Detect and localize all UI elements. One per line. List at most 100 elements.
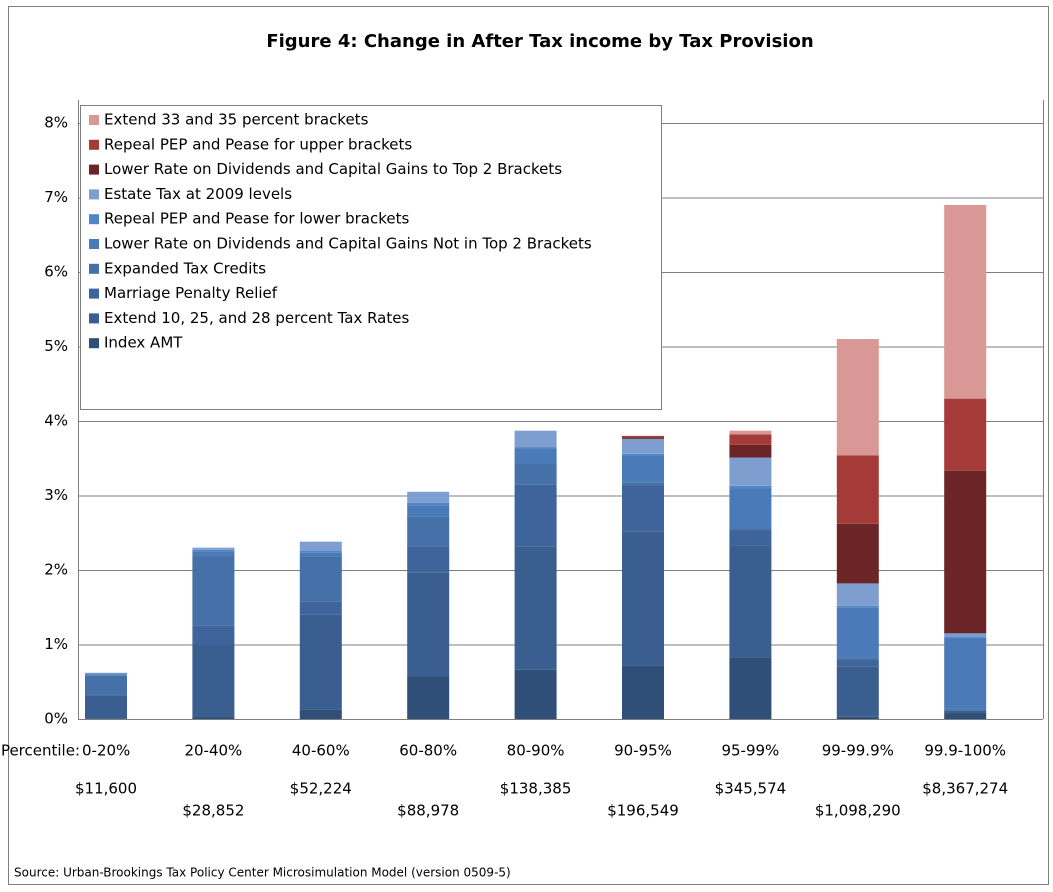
- legend-swatch: [89, 139, 99, 150]
- bar-segment: [514, 430, 557, 448]
- income-label: $88,978: [397, 802, 459, 820]
- income-label: $8,367,274: [922, 780, 1008, 798]
- legend-swatch: [89, 189, 99, 200]
- x-tick-label: 40-60%: [292, 742, 350, 760]
- bar-segment: [192, 717, 235, 719]
- bar-segment: [407, 572, 450, 677]
- bar-segment: [729, 657, 772, 719]
- income-label: $28,852: [182, 802, 244, 820]
- source-note: Source: Urban-Brookings Tax Policy Cente…: [14, 866, 511, 880]
- legend-swatch: [89, 239, 99, 249]
- bar-segment: [622, 438, 664, 454]
- bar-segment: [192, 555, 235, 626]
- bar-segment: [407, 491, 450, 503]
- bar-segment: [85, 718, 127, 719]
- legend-label: Lower Rate on Dividends and Capital Gain…: [104, 235, 592, 253]
- x-axis-label: Percentile:: [1, 742, 80, 760]
- bar-segment: [299, 614, 342, 710]
- legend-swatch: [89, 214, 99, 225]
- bar-segment: [85, 674, 127, 676]
- y-tick-label: 2%: [44, 561, 68, 579]
- bar-segment: [85, 672, 127, 674]
- bar-segment: [729, 529, 772, 531]
- x-tick-label: 95-99%: [721, 742, 779, 760]
- y-tick-label: 0%: [44, 710, 68, 728]
- legend-label: Expanded Tax Credits: [104, 259, 266, 277]
- bar-segment: [944, 637, 987, 709]
- bar-segment: [836, 716, 879, 719]
- bar-segment: [192, 547, 235, 550]
- x-tick-label: 60-80%: [399, 742, 457, 760]
- bar-segment: [299, 601, 342, 615]
- bar-segment: [944, 713, 987, 719]
- bar-segment: [622, 485, 664, 532]
- bar-segment: [514, 546, 557, 670]
- legend-box: [80, 105, 662, 410]
- bar-segment: [192, 644, 235, 718]
- bar-segment: [729, 488, 772, 530]
- legend-label: Repeal PEP and Pease for upper brackets: [104, 135, 412, 153]
- bar-segment: [299, 550, 342, 553]
- bar-segment: [85, 673, 127, 675]
- bar-segment: [622, 437, 664, 439]
- x-tick-label: 90-95%: [614, 742, 672, 760]
- bar-segment: [622, 453, 664, 457]
- income-label: $138,385: [500, 780, 572, 798]
- bar-segment: [836, 455, 879, 524]
- bar-segment: [729, 545, 772, 658]
- bar-segment: [836, 605, 879, 608]
- y-tick-label: 6%: [44, 263, 68, 281]
- bar-segment: [944, 636, 987, 638]
- bar-segment: [85, 675, 127, 695]
- y-tick-label: 5%: [44, 337, 68, 355]
- bar-segment: [514, 447, 557, 449]
- bar-segment: [299, 541, 342, 551]
- bar-segment: [622, 482, 664, 486]
- income-label: $11,600: [75, 780, 137, 798]
- bar-segment: [514, 669, 557, 719]
- legend-swatch: [89, 313, 99, 324]
- bar-segment: [944, 398, 987, 471]
- legend-label: Index AMT: [104, 334, 183, 352]
- bar-segment: [192, 625, 235, 645]
- bar-segment: [192, 549, 235, 552]
- bar-segment: [836, 607, 879, 658]
- legend-label: Lower Rate on Dividends and Capital Gain…: [104, 160, 562, 178]
- bar-segment: [836, 523, 879, 584]
- bar-segment: [944, 633, 987, 637]
- bar-segment: [407, 516, 450, 547]
- bar-segment: [514, 484, 557, 547]
- legend-swatch: [89, 263, 99, 274]
- bar-segment: [407, 502, 450, 506]
- bar-segment: [836, 657, 879, 660]
- income-label: $345,574: [715, 780, 787, 798]
- bar-segment: [729, 457, 772, 486]
- bar-segment: [407, 505, 450, 517]
- bar-segment: [944, 709, 987, 711]
- legend-swatch: [89, 288, 99, 299]
- bar-segment: [622, 435, 664, 438]
- x-tick-label: 80-90%: [507, 742, 565, 760]
- bar-segment: [407, 546, 450, 573]
- income-label: $196,549: [607, 802, 679, 820]
- x-tick-label: 99.9-100%: [924, 742, 1006, 760]
- bar-segment: [729, 444, 772, 458]
- bar-segment: [729, 485, 772, 489]
- y-tick-label: 3%: [44, 486, 68, 504]
- bar-segment: [514, 463, 557, 485]
- legend-swatch: [89, 338, 99, 349]
- bar-segment: [299, 709, 342, 719]
- x-tick-label: 20-40%: [184, 742, 242, 760]
- legend-label: Extend 10, 25, and 28 percent Tax Rates: [104, 309, 409, 327]
- bar-segment: [299, 552, 342, 557]
- bar-segment: [299, 556, 342, 602]
- bar-segment: [407, 676, 450, 719]
- bar-segment: [729, 434, 772, 445]
- legend-label: Estate Tax at 2009 levels: [104, 185, 292, 203]
- legend-label: Marriage Penalty Relief: [104, 284, 278, 302]
- bar-segment: [729, 430, 772, 435]
- bar-segment: [836, 583, 879, 606]
- chart-title: Figure 4: Change in After Tax income by …: [266, 31, 813, 52]
- bar-segment: [944, 470, 987, 634]
